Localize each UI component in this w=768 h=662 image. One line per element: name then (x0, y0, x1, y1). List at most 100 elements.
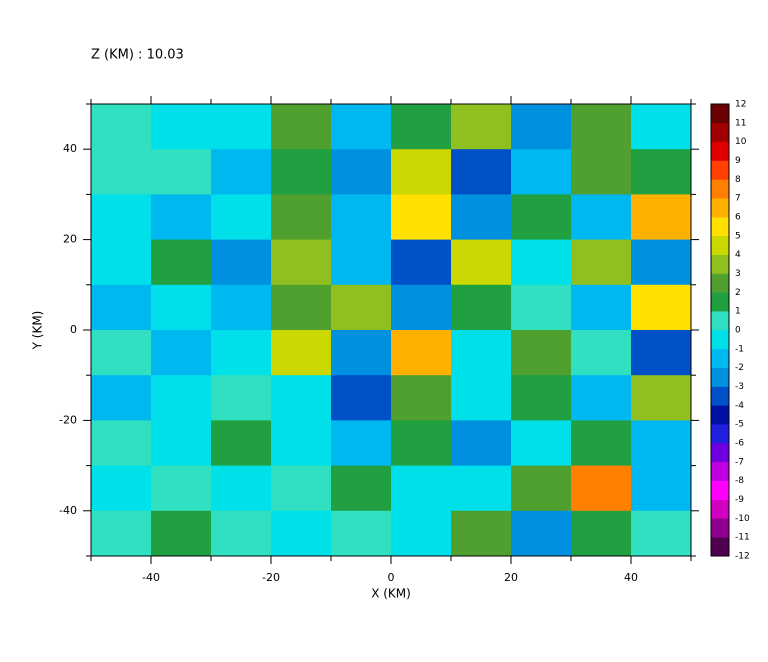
colorbar-label: -4 (735, 401, 744, 411)
cell (91, 104, 152, 150)
cell (331, 330, 392, 376)
cell (331, 510, 392, 557)
colorbar-label: 10 (735, 137, 747, 147)
colorbar-label: 0 (735, 326, 741, 336)
cell (151, 510, 212, 557)
cell (151, 104, 212, 150)
cell (511, 194, 572, 241)
cell (211, 104, 272, 150)
cell (391, 330, 452, 376)
field (91, 104, 692, 557)
cell (511, 420, 572, 467)
colorbar-label: -2 (735, 363, 744, 373)
cell (91, 465, 152, 512)
colorbar-label: -9 (735, 495, 744, 505)
colorbar-label: 6 (735, 213, 741, 223)
y-tick-label: 40 (63, 142, 77, 155)
cell (91, 420, 152, 467)
colorbar-bin (711, 480, 729, 500)
cell (211, 375, 272, 421)
cell (91, 375, 152, 421)
colorbar-bin (711, 292, 729, 312)
cell (331, 375, 392, 421)
colorbar-label: 11 (735, 118, 746, 128)
y-tick-label: -40 (59, 504, 77, 517)
colorbar-label: 12 (735, 100, 746, 110)
cell (631, 420, 692, 467)
cell (331, 239, 392, 286)
colorbar-label: -7 (735, 457, 744, 467)
cell (271, 284, 332, 331)
cell (211, 420, 272, 467)
colorbar-bin (711, 348, 729, 368)
chart-title: Z (KM) : 10.03 (91, 48, 184, 63)
cell (451, 239, 512, 286)
cell (511, 375, 572, 421)
cell (271, 239, 332, 286)
y-tick-label: -20 (59, 413, 77, 426)
cell (631, 465, 692, 512)
cell (511, 330, 572, 376)
colorbar-bin (711, 461, 729, 481)
cell (211, 330, 272, 376)
cell (391, 104, 452, 150)
cell (511, 465, 572, 512)
cell (451, 149, 512, 195)
cell (151, 330, 212, 376)
cell (391, 420, 452, 467)
colorbar-label: 7 (735, 194, 741, 204)
colorbar-label: -11 (735, 533, 750, 543)
cell (151, 420, 212, 467)
cell (631, 149, 692, 195)
colorbar-bin (711, 198, 729, 218)
cell (211, 284, 272, 331)
colorbar-label: 1 (735, 307, 741, 317)
cell (211, 510, 272, 557)
cell (271, 375, 332, 421)
colorbar-bin (711, 217, 729, 237)
colorbar-bin (711, 405, 729, 425)
colorbar-bin (711, 160, 729, 180)
cell (211, 465, 272, 512)
colorbar-bin (711, 499, 729, 519)
colorbar-label: -6 (735, 439, 744, 449)
cell (151, 284, 212, 331)
cell (571, 104, 632, 150)
colorbar-bin (711, 518, 729, 538)
cell (451, 465, 512, 512)
colorbar-label: -3 (735, 382, 744, 392)
cell (391, 510, 452, 557)
cell (451, 104, 512, 150)
colorbar-bin (711, 122, 729, 142)
colorbar-bin (711, 311, 729, 331)
cell (271, 194, 332, 241)
colorbar-frame (710, 103, 730, 557)
cell (331, 465, 392, 512)
x-tick-label: 0 (388, 571, 395, 584)
cell (211, 194, 272, 241)
colorbar-label: 8 (735, 175, 741, 185)
cell (271, 104, 332, 150)
colorbar-bin (711, 443, 729, 463)
colorbar-bin (711, 330, 729, 350)
cell (511, 284, 572, 331)
colorbar-label: -1 (735, 344, 744, 354)
cell (631, 375, 692, 421)
cell (91, 284, 152, 331)
cell (571, 284, 632, 331)
cell (571, 194, 632, 241)
cell (451, 510, 512, 557)
colorbar-label: 5 (735, 231, 741, 241)
x-tick-label: -40 (142, 571, 160, 584)
cell (331, 194, 392, 241)
colorbar-bin (711, 235, 729, 255)
colorbar-label: 3 (735, 269, 741, 279)
cell (331, 284, 392, 331)
cell (571, 465, 632, 512)
cell (151, 149, 212, 195)
axes: -40 -20 0 20 40-40-2002040-12-11-10-9-8-7-6-… (59, 96, 750, 584)
cell (631, 510, 692, 557)
cell (511, 149, 572, 195)
cell (151, 194, 212, 241)
